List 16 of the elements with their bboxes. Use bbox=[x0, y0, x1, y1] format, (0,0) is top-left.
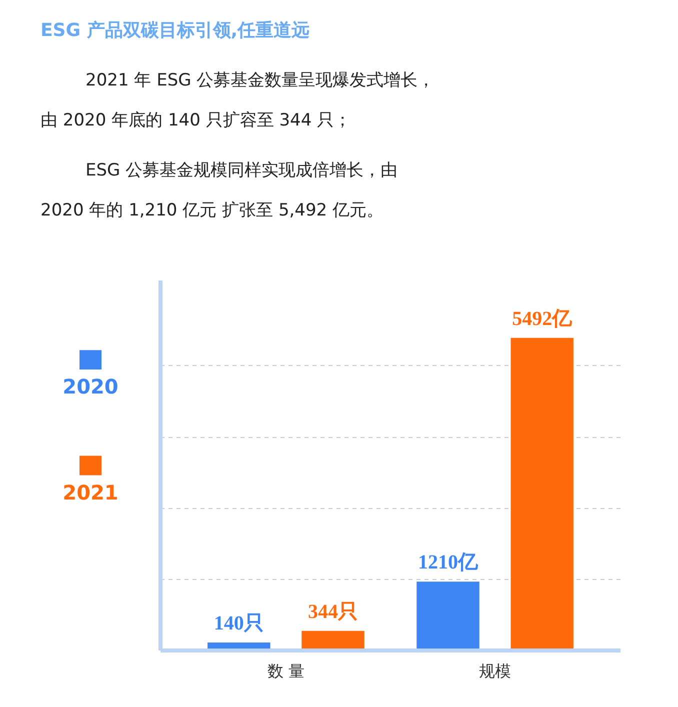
text: 由 2020 年底的 140 只扩容至 344 只； bbox=[40, 110, 352, 130]
x-tick-label: 规模 bbox=[479, 662, 512, 680]
data-label: 344只 bbox=[308, 600, 358, 623]
text: 2020 年的 1,210 亿元 扩张至 5,492 亿元。 bbox=[40, 200, 384, 220]
bar bbox=[416, 582, 480, 650]
legend-label: 2021 bbox=[62, 480, 118, 504]
bar bbox=[510, 338, 574, 650]
bar bbox=[302, 630, 364, 650]
legend-label: 2020 bbox=[62, 374, 118, 399]
x-tick-label: 数 量 bbox=[267, 662, 305, 680]
data-label: 140只 bbox=[214, 612, 264, 635]
data-label: 1210亿 bbox=[418, 552, 479, 574]
text: ESG 公募基金规模同样实现成倍增长，由 bbox=[86, 160, 398, 180]
data-label: 5492亿 bbox=[512, 308, 574, 330]
chart-title: ESG 产品双碳目标引领,任重道远 bbox=[40, 20, 310, 41]
text: 2021 年 ESG 公募基金数量呈现爆发式增长， bbox=[86, 70, 435, 90]
